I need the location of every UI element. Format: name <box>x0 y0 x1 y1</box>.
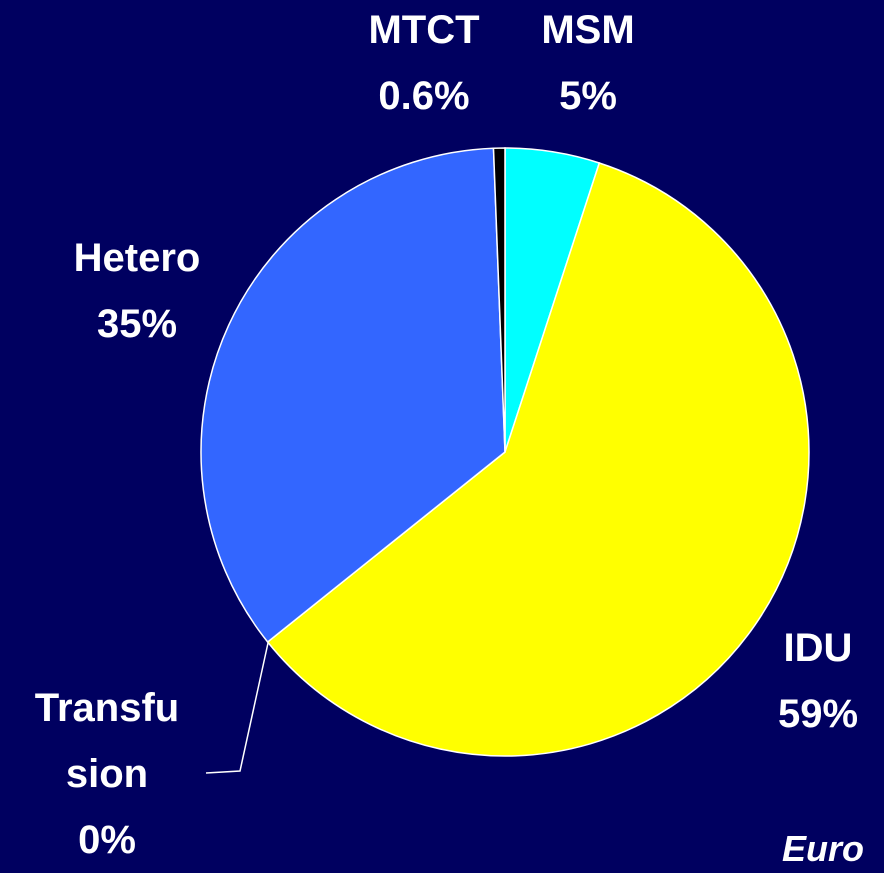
slice-name: IDU <box>783 626 853 670</box>
slice-label: Transfusion 0% <box>0 675 257 873</box>
slice-name: Hetero <box>73 236 201 280</box>
slice-value: 0.6% <box>378 74 470 118</box>
slice-label: MSM 5% <box>438 0 738 129</box>
slice-value: 5% <box>559 74 617 118</box>
slice-value: 59% <box>777 692 859 736</box>
leader-line <box>205 642 269 774</box>
slice-value: 35% <box>96 302 178 346</box>
source-note: Euro <box>782 828 865 869</box>
slice-name: Transfusion <box>34 686 180 796</box>
slice-name: MSM <box>541 8 635 52</box>
slice-name: MTCT <box>368 8 480 52</box>
slice-label: MTCT 0.6% <box>274 0 574 129</box>
pie-slice <box>492 147 506 453</box>
pie-slice <box>266 162 810 757</box>
slice-label: Hetero 35% <box>0 225 287 357</box>
slice-value: 0% <box>78 818 136 862</box>
slice-label: IDU 59% <box>668 615 884 747</box>
pie-slice <box>200 147 506 644</box>
